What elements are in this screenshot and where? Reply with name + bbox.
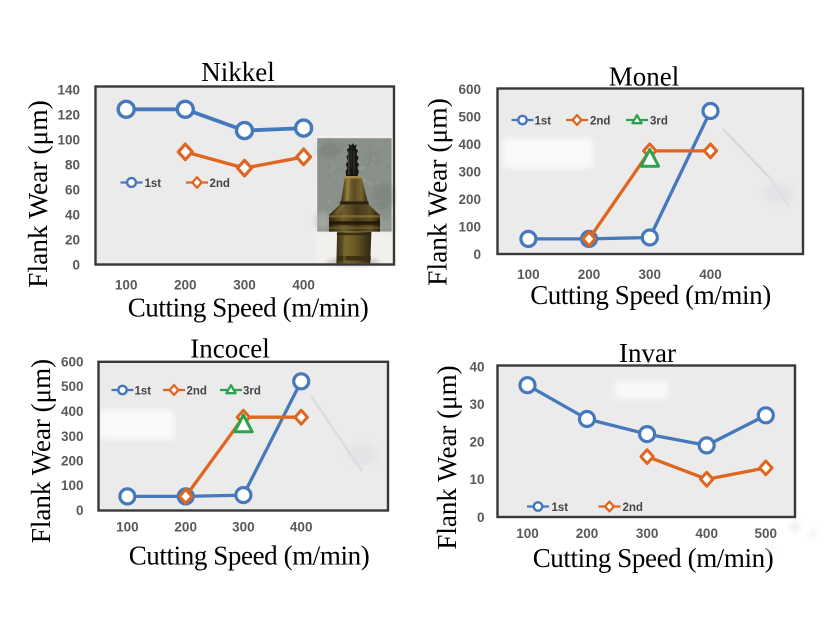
svg-text:400: 400 (292, 278, 315, 293)
svg-text:Flank Wear (μm): Flank Wear (μm) (422, 98, 453, 286)
svg-text:Nikkel: Nikkel (201, 57, 275, 87)
svg-text:300: 300 (233, 278, 256, 293)
svg-text:100: 100 (57, 132, 80, 147)
svg-text:500: 500 (458, 110, 481, 125)
svg-text:300: 300 (639, 267, 662, 282)
svg-text:100: 100 (61, 478, 84, 493)
svg-text:200: 200 (174, 520, 197, 535)
svg-text:1st: 1st (535, 115, 552, 127)
svg-text:40: 40 (469, 359, 484, 374)
svg-text:100: 100 (517, 267, 540, 282)
svg-text:400: 400 (458, 137, 481, 152)
svg-text:60: 60 (65, 182, 80, 197)
svg-text:500: 500 (755, 526, 778, 541)
svg-text:Cutting Speed (m/min): Cutting Speed (m/min) (530, 280, 771, 310)
svg-text:400: 400 (290, 520, 313, 535)
svg-text:100: 100 (116, 520, 139, 535)
svg-text:100: 100 (516, 526, 539, 541)
svg-text:600: 600 (458, 82, 481, 97)
svg-text:Invar: Invar (619, 338, 676, 368)
svg-text:200: 200 (61, 454, 84, 469)
svg-text:300: 300 (61, 429, 84, 444)
svg-text:100: 100 (458, 220, 481, 235)
svg-text:Flank Wear (μm): Flank Wear (μm) (26, 359, 56, 543)
svg-text:80: 80 (65, 157, 80, 172)
svg-text:20: 20 (65, 233, 80, 248)
svg-text:200: 200 (174, 278, 197, 293)
svg-text:Monel: Monel (609, 62, 680, 92)
svg-text:200: 200 (578, 267, 601, 282)
svg-text:100: 100 (115, 278, 138, 293)
svg-text:Flank Wear (μm): Flank Wear (μm) (22, 100, 53, 288)
svg-text:300: 300 (458, 165, 481, 180)
svg-text:500: 500 (61, 379, 84, 394)
svg-text:1st: 1st (135, 385, 152, 397)
svg-text:2nd: 2nd (210, 178, 230, 190)
svg-text:1st: 1st (552, 502, 569, 514)
svg-text:0: 0 (477, 510, 485, 525)
svg-text:200: 200 (576, 526, 599, 541)
svg-text:30: 30 (469, 397, 484, 412)
svg-text:1st: 1st (145, 178, 162, 190)
svg-text:120: 120 (57, 107, 80, 122)
svg-text:2nd: 2nd (623, 502, 643, 514)
svg-text:3rd: 3rd (650, 115, 668, 127)
svg-text:400: 400 (61, 404, 84, 419)
svg-text:140: 140 (57, 82, 80, 97)
svg-text:300: 300 (636, 526, 659, 541)
svg-text:2nd: 2nd (590, 115, 610, 127)
svg-text:400: 400 (695, 526, 718, 541)
svg-text:3rd: 3rd (243, 385, 261, 397)
svg-text:Flank Wear (μm): Flank Wear (μm) (432, 365, 462, 549)
svg-text:0: 0 (473, 247, 481, 262)
svg-text:600: 600 (61, 355, 84, 370)
svg-text:300: 300 (232, 520, 255, 535)
svg-text:Cutting Speed (m/min): Cutting Speed (m/min) (128, 293, 369, 323)
svg-text:Cutting Speed (m/min): Cutting Speed (m/min) (129, 541, 370, 571)
svg-text:200: 200 (458, 192, 481, 207)
svg-text:0: 0 (76, 503, 84, 518)
svg-text:20: 20 (469, 435, 484, 450)
svg-text:Cutting Speed (m/min): Cutting Speed (m/min) (533, 543, 774, 573)
svg-text:400: 400 (699, 267, 722, 282)
svg-text:Incocel: Incocel (190, 334, 269, 364)
svg-text:0: 0 (72, 258, 80, 273)
svg-text:40: 40 (65, 207, 80, 222)
svg-text:2nd: 2nd (187, 385, 207, 397)
svg-text:10: 10 (469, 472, 484, 487)
